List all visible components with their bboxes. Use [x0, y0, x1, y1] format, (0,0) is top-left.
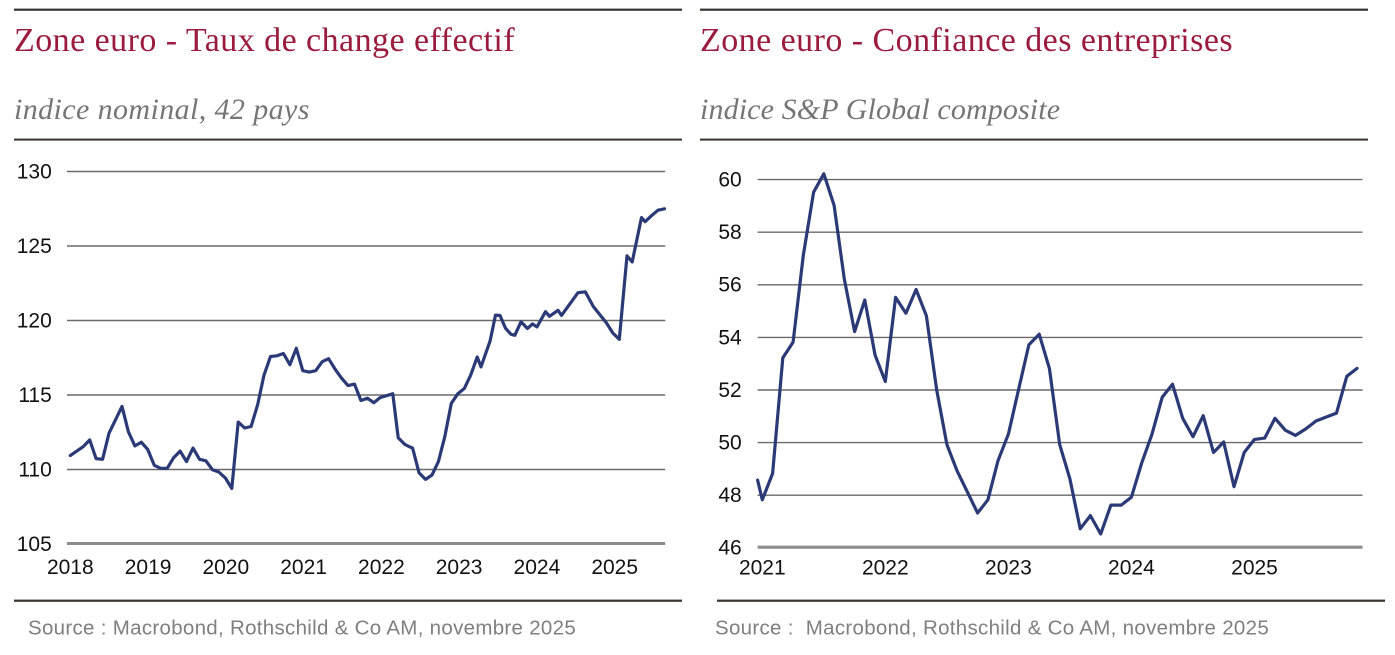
svg-text:Zone euro - Taux de change eff: Zone euro - Taux de change effectif	[14, 22, 515, 59]
svg-text:56: 56	[718, 274, 741, 297]
svg-text:52: 52	[718, 379, 741, 402]
svg-text:2019: 2019	[125, 556, 172, 579]
svg-text:2025: 2025	[1231, 557, 1278, 580]
svg-text:indice S&P Global composite: indice S&P Global composite	[700, 93, 1060, 126]
svg-text:2024: 2024	[514, 556, 561, 579]
svg-text:2020: 2020	[202, 556, 249, 579]
svg-text:indice nominal, 42 pays: indice nominal, 42 pays	[14, 93, 310, 126]
svg-text:48: 48	[718, 484, 741, 507]
svg-text:115: 115	[18, 384, 51, 407]
svg-text:Source : Macrobond, Rothschil: Source : Macrobond, Rothschild & Co AM, …	[715, 617, 1269, 640]
svg-text:2018: 2018	[47, 556, 94, 579]
svg-text:2022: 2022	[862, 557, 909, 580]
svg-text:46: 46	[718, 537, 741, 560]
svg-text:2021: 2021	[739, 557, 786, 580]
svg-text:2022: 2022	[358, 556, 405, 579]
svg-text:130: 130	[17, 160, 52, 183]
svg-text:2025: 2025	[591, 556, 638, 579]
svg-text:120: 120	[17, 309, 52, 332]
svg-text:58: 58	[718, 221, 741, 244]
svg-text:50: 50	[718, 432, 741, 455]
svg-text:110: 110	[18, 458, 51, 481]
svg-text:2023: 2023	[985, 557, 1032, 580]
svg-text:Zone euro - Confiance des entr: Zone euro - Confiance des entreprises	[700, 22, 1233, 59]
svg-text:60: 60	[718, 169, 741, 192]
svg-text:Source : Macrobond, Rothschild: Source : Macrobond, Rothschild & Co AM, …	[28, 617, 576, 640]
svg-text:105: 105	[17, 533, 52, 556]
svg-text:54: 54	[718, 326, 742, 349]
svg-text:2023: 2023	[436, 556, 483, 579]
svg-text:125: 125	[17, 235, 52, 258]
svg-text:2021: 2021	[280, 556, 327, 579]
svg-text:2024: 2024	[1108, 557, 1155, 580]
